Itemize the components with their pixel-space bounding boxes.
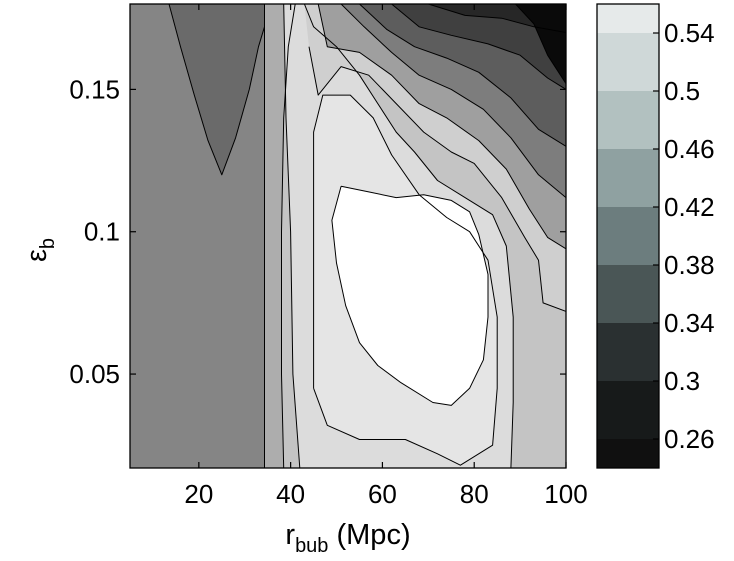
colorbar-band [597,91,659,149]
colorbar-tick-label: 0.5 [664,76,700,106]
y-tick-label: 0.15 [69,74,120,104]
colorbar-tick-label: 0.46 [664,134,715,164]
x-tick-label: 20 [184,479,213,509]
x-axis-label-subscript: bub [295,535,328,557]
colorbar-band [597,323,659,381]
colorbar-band [597,439,659,468]
contour-line-c-upper-2 [317,4,566,250]
colorbar-band [597,4,659,33]
contour-line-c-upper-4 [359,4,566,147]
y-axis-label-main: ε [21,249,53,262]
colorbar-band [597,381,659,439]
x-tick-label: 40 [276,479,305,509]
x-tick-label: 80 [460,479,489,509]
colorbar: 0.26 0.3 0.34 0.38 0.42 0.46 0.5 0.54 [596,3,715,469]
contour-line-c050 [283,4,301,468]
colorbar-tick-label: 0.26 [664,424,715,454]
y-axis-label-subscript: b [37,238,59,249]
y-tick-label: 0.05 [69,359,120,389]
x-axis-label: rbub (Mpc) [285,519,410,557]
colorbar-tick-label: 0.54 [664,18,715,48]
contour-line-c-upper-6 [428,4,566,33]
colorbar-band [597,265,659,323]
colorbar-band [597,33,659,91]
contour-region-left-dark-wedge [169,4,265,175]
contour-line-c-upper-1 [308,46,566,312]
contour-line-wedge-edge [168,4,265,176]
colorbar-bands [597,4,659,468]
contour-line-c-core [331,185,489,406]
contour-region-band-dark-5 [391,4,566,90]
contour-line-c050-right [303,4,514,468]
x-axis-ticks: 20 40 60 80 100 [184,4,588,509]
contour-line-c-corner [515,4,566,84]
colorbar-tick-label: 0.38 [664,250,715,280]
x-axis-label-units: (Mpc) [328,519,410,551]
colorbar-tick-label: 0.3 [664,366,700,396]
y-tick-label: 0.1 [84,217,120,247]
colorbar-ticks: 0.26 0.3 0.34 0.38 0.42 0.46 0.5 0.54 [653,18,715,454]
colorbar-tick-label: 0.42 [664,192,715,222]
x-tick-label: 60 [368,479,397,509]
x-tick-label: 100 [544,479,587,509]
colorbar-band [597,207,659,265]
contour-regions [130,4,566,468]
contour-line-c054 [313,94,498,466]
colorbar-band [597,149,659,207]
plot-frame [129,3,567,469]
colorbar-tick-label: 0.34 [664,308,715,338]
y-axis-ticks: 0.05 0.1 0.15 [69,74,566,389]
contour-line-c-upper-3 [340,4,566,198]
y-axis-label: εb [21,238,59,262]
contour-region-core-white [331,186,488,406]
contour-line-c046 [281,4,296,468]
contour-line-c-upper-5 [391,4,566,90]
plot-area [130,4,566,468]
contour-lines [168,4,566,468]
colorbar-frame [596,3,660,469]
x-axis-label-main: r [285,519,295,551]
